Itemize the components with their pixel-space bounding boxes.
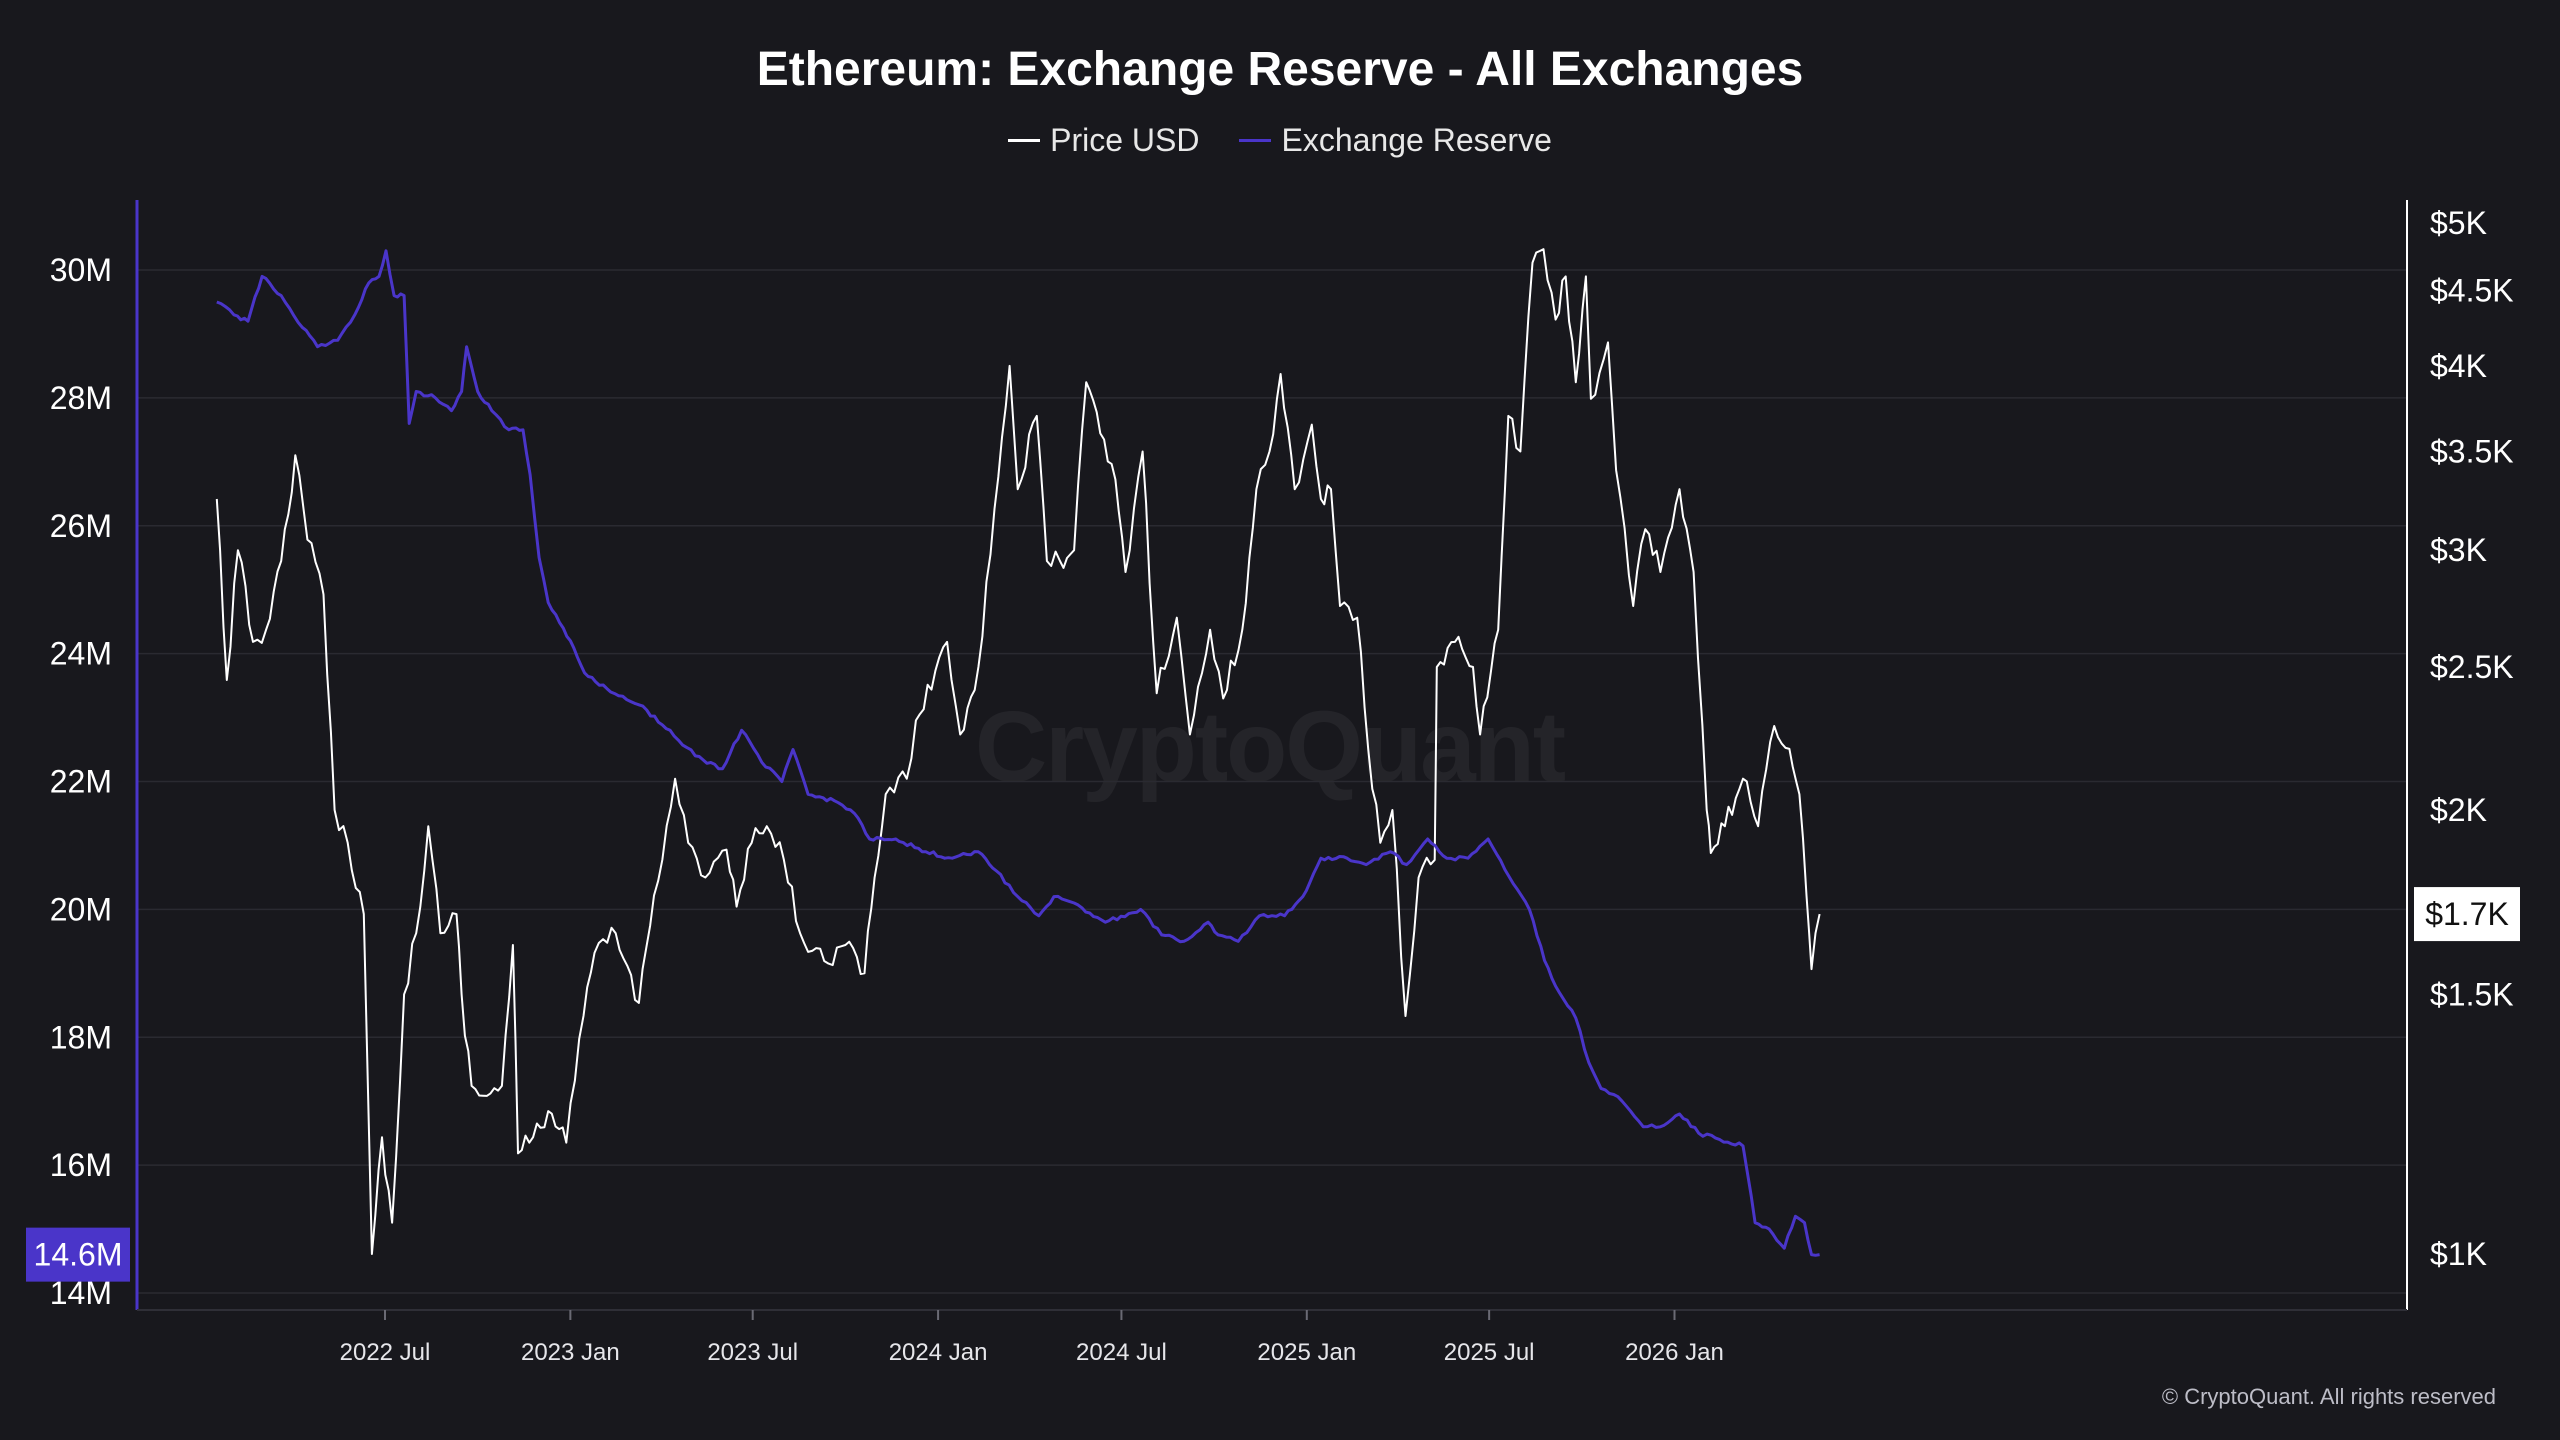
legend-item-price[interactable]: Price USD (1008, 122, 1199, 159)
legend-label-reserve: Exchange Reserve (1281, 122, 1552, 158)
y-right-tick-label-1: $4.5K (2430, 272, 2514, 308)
axes (135, 200, 2408, 1320)
y-left-tick-label-3: 24M (50, 636, 112, 672)
x-tick-label-1: 2023 Jan (521, 1339, 620, 1366)
y-left-tick-label-5: 20M (50, 891, 112, 927)
axis-labels: 2022 Jul 2023 Jan 2023 Jul 2024 Jan 2024 Jul… (26, 205, 2520, 1366)
y-left-tick-label-6: 18M (50, 1019, 112, 1055)
copyright-text: © CryptoQuant. All rights reserved (2161, 1384, 2496, 1409)
y-left-tick-label-2: 26M (50, 508, 112, 544)
price-current-label: $1.7K (2425, 896, 2509, 932)
x-tick-label-2: 2023 Jul (707, 1339, 798, 1366)
y-left-tick-label-4: 22M (50, 764, 112, 800)
legend-label-price: Price USD (1050, 122, 1200, 158)
y-right-tick-label-7: $1.5K (2430, 976, 2514, 1012)
legend-swatch-price (1008, 139, 1041, 142)
y-right-tick-label-5: $2.5K (2430, 649, 2514, 685)
y-right-tick-label-3: $3.5K (2430, 433, 2514, 469)
y-right-tick-label-0: $5K (2430, 205, 2487, 241)
x-tick-label-3: 2024 Jan (889, 1339, 988, 1366)
reserve-current-label: 14.6M (34, 1237, 123, 1273)
x-tick-label-4: 2024 Jul (1076, 1339, 1167, 1366)
y-left-tick-label-0: 30M (50, 252, 112, 288)
y-right-tick-label-6: $2K (2430, 792, 2487, 828)
legend-swatch-reserve (1239, 139, 1272, 142)
watermark-logo: CryptoQuant (975, 691, 1566, 803)
x-tick-label-6: 2025 Jul (1444, 1339, 1535, 1366)
y-left-tick-label-1: 28M (50, 380, 112, 416)
reserve-current-badge (26, 1227, 130, 1282)
legend-item-reserve[interactable]: Exchange Reserve (1239, 122, 1552, 159)
x-tick-label-5: 2025 Jan (1257, 1339, 1356, 1366)
price-current-badge (2414, 887, 2520, 942)
y-right-tick-label-2: $4K (2430, 348, 2487, 384)
legend: Price USD Exchange Reserve (0, 122, 2560, 159)
x-tick-label-7: 2026 Jan (1625, 1339, 1724, 1366)
price-usd-line (215, 248, 1821, 1255)
x-tick-label-0: 2022 Jul (340, 1339, 431, 1366)
series-lines (215, 248, 1821, 1257)
y-right-tick-label-8: $1K (2430, 1236, 2487, 1272)
y-left-tick-label-7: 16M (50, 1147, 112, 1183)
exchange-reserve-line (216, 249, 1820, 1257)
y-right-tick-label-4: $3K (2430, 532, 2487, 568)
chart-title: Ethereum: Exchange Reserve - All Exchang… (756, 43, 1804, 96)
gridlines (137, 269, 2407, 1294)
